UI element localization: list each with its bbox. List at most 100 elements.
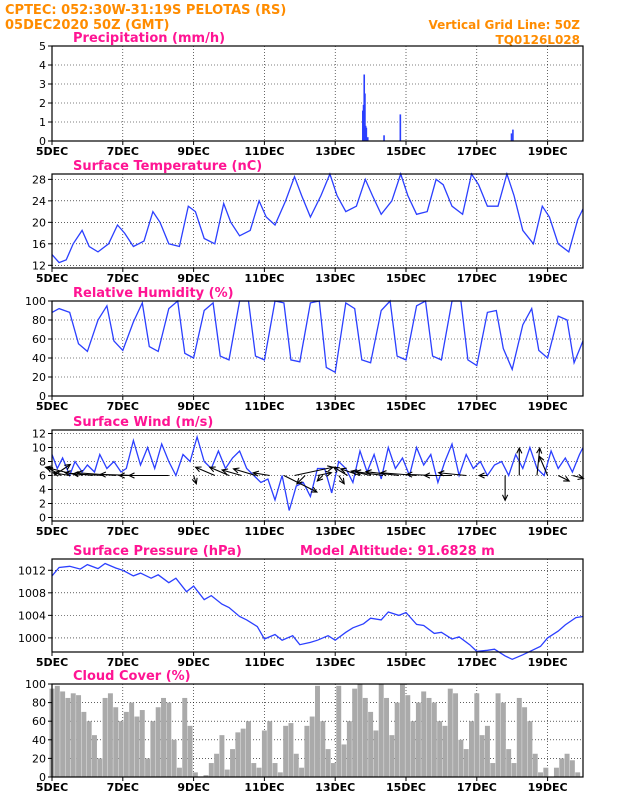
cloud-cover-bar <box>442 725 448 777</box>
wind-arrow-head <box>71 470 79 478</box>
precipitation-bar <box>364 93 366 141</box>
temperature-frame <box>51 173 584 269</box>
wind-arrow <box>333 466 348 476</box>
wind-xtick-label: 5DEC <box>36 525 68 538</box>
wind-arrow <box>316 475 324 482</box>
cloud-cover-bar <box>463 749 469 777</box>
cloud-cover-bar <box>362 697 368 777</box>
temperature-xtick-label: 7DEC <box>107 272 139 285</box>
cloud-cover-bar <box>214 753 220 777</box>
cloud-cover-bar <box>161 697 166 777</box>
precipitation-ytick-label: 5 <box>39 40 46 53</box>
pressure-xtick-label: 15DEC <box>386 656 426 669</box>
cloud-cover-bar <box>415 702 421 777</box>
temperature-ytick-label: 24 <box>32 195 46 208</box>
cloud-cover-bar <box>256 767 262 777</box>
precipitation-bar <box>365 127 368 141</box>
wind-arrow-head <box>405 471 413 478</box>
cloud-cover-bar <box>527 721 533 777</box>
pressure-ytick-label: 1008 <box>18 587 46 600</box>
cloud-cover-bar <box>511 763 517 777</box>
wind-xtick-label: 13DEC <box>315 525 355 538</box>
wind-arrow <box>572 474 584 479</box>
wind-ytick-label: 10 <box>32 442 46 455</box>
wind-line <box>51 434 584 511</box>
precipitation-ytick-label: 4 <box>39 59 46 72</box>
model-code: TQ0126L028 <box>496 33 580 47</box>
humidity-ytick-label: 60 <box>32 333 46 346</box>
cloud-cover-ytick-label: 60 <box>32 715 46 728</box>
cloud-cover-bar <box>187 725 193 777</box>
cloud-cover-bar <box>60 691 66 777</box>
humidity-xtick-label: 9DEC <box>177 400 209 413</box>
pressure-title: Surface Pressure (hPa) <box>73 544 242 559</box>
temperature-ytick-label: 16 <box>32 238 46 251</box>
cloud-cover-bar <box>490 763 496 777</box>
cloud-cover-bar <box>230 749 236 777</box>
cloud-cover-bar <box>516 697 522 777</box>
cloud-cover-bar <box>267 721 273 777</box>
humidity-xtick-label: 5DEC <box>36 400 68 413</box>
cloud-cover-ytick-label: 0 <box>39 771 46 784</box>
cloud-cover-bar <box>235 732 241 777</box>
wind-arrow <box>351 470 371 477</box>
wind-ytick-label: 0 <box>39 512 46 525</box>
wind-ytick-label: 6 <box>39 470 46 483</box>
cloud-cover-bar <box>474 693 480 777</box>
wind-arrow-head <box>339 467 347 474</box>
cloud-cover-bar <box>145 758 151 777</box>
cloud-cover-title: Cloud Cover (%) <box>73 669 191 684</box>
wind-arrow-head <box>44 465 52 472</box>
cloud-cover-bar <box>304 725 310 777</box>
cloud-cover-bar <box>538 772 543 777</box>
cloud-cover-bar <box>113 707 119 777</box>
pressure-frame <box>51 558 584 653</box>
wind-arrow-head <box>423 472 431 479</box>
cloud-cover-bar <box>320 721 326 777</box>
precipitation-xtick-label: 5DEC <box>36 145 68 158</box>
wind-xtick-label: 7DEC <box>107 525 139 538</box>
precipitation-xtick-label: 13DEC <box>315 145 355 158</box>
wind-arrow-head <box>538 455 545 463</box>
wind-arrow-head <box>327 465 335 472</box>
cloud-cover-bar <box>86 721 92 777</box>
cloud-cover-bar <box>129 702 135 777</box>
humidity-xtick-label: 13DEC <box>315 400 355 413</box>
wind-arrow-head <box>99 471 107 478</box>
temperature-ytick-label: 28 <box>32 173 46 186</box>
pressure-ytick-label: 1004 <box>18 609 46 622</box>
cloud-cover-bar <box>97 758 103 777</box>
wind-arrow <box>73 473 104 477</box>
wind-arrow <box>438 472 467 477</box>
cloud-cover-bar <box>469 721 474 777</box>
wind-arrow-head <box>194 466 202 473</box>
cloud-cover-ytick-label: 20 <box>32 752 46 765</box>
cloud-cover-bar <box>219 735 225 777</box>
cloud-cover-bar <box>283 725 289 777</box>
temperature-line <box>51 171 584 264</box>
wind-arrow <box>340 468 361 477</box>
cloud-cover-bar <box>251 763 257 777</box>
cloud-cover-bar <box>426 697 432 777</box>
precipitation-ytick-label: 2 <box>39 97 46 110</box>
wind-arrow <box>338 475 345 485</box>
cloud-cover-bar <box>107 693 113 777</box>
wind-xtick-label: 17DEC <box>457 525 497 538</box>
cloud-cover-bar <box>410 721 416 777</box>
wind-arrow-head <box>64 463 72 470</box>
cloud-cover-bar <box>176 767 182 777</box>
pressure-xtick-label: 11DEC <box>244 656 284 669</box>
temperature-xtick-label: 17DEC <box>457 272 497 285</box>
humidity-xtick-label: 11DEC <box>244 400 284 413</box>
pressure-xtick-label: 7DEC <box>107 656 139 669</box>
humidity-ytick-label: 80 <box>32 314 46 327</box>
cloud-cover-bar <box>123 711 129 777</box>
wind-arrow <box>233 468 256 477</box>
cloud-cover-xtick-label: 19DEC <box>528 781 568 794</box>
cloud-cover-bar <box>171 739 177 777</box>
cloud-cover-bar <box>399 684 405 777</box>
humidity-ytick-label: 0 <box>39 390 46 403</box>
cloud-cover-bar <box>394 702 400 777</box>
